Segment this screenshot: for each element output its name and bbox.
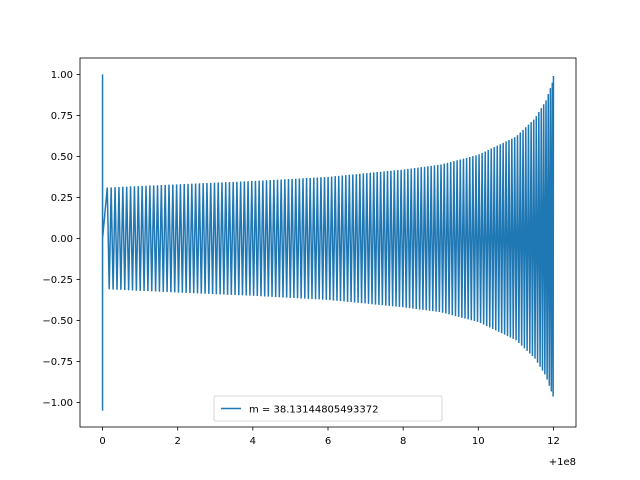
x-tick-label: 8 [400,436,406,447]
y-tick-label: 0.50 [51,152,73,163]
x-tick-label: 2 [175,436,181,447]
x-tick-label: 6 [325,436,331,447]
y-tick-label: −0.75 [42,357,73,368]
x-tick-label: 10 [472,436,485,447]
x-offset-label: +1e8 [549,457,576,468]
series-line [101,74,555,411]
y-axis: 1.00 0.75 0.50 0.25 0.00 −0.25 −0.50 −0.75 −1.00 [42,70,80,409]
x-tick-label: 12 [547,436,560,447]
y-tick-label: −1.00 [42,398,73,409]
y-tick-label: 0.00 [51,234,73,245]
legend: m = 38.13144805493372 [213,395,443,422]
x-axis: 0 2 4 6 8 10 12 [99,427,560,447]
legend-label: m = 38.13144805493372 [249,405,378,416]
legend-box [213,395,443,422]
plot-area [101,74,555,411]
y-tick-label: 0.75 [51,111,73,122]
y-tick-label: −0.25 [42,275,73,286]
y-tick-label: 1.00 [51,70,73,81]
y-tick-label: −0.50 [42,316,73,327]
y-tick-label: 0.25 [51,193,73,204]
x-tick-label: 0 [99,436,105,447]
x-tick-label: 4 [250,436,256,447]
